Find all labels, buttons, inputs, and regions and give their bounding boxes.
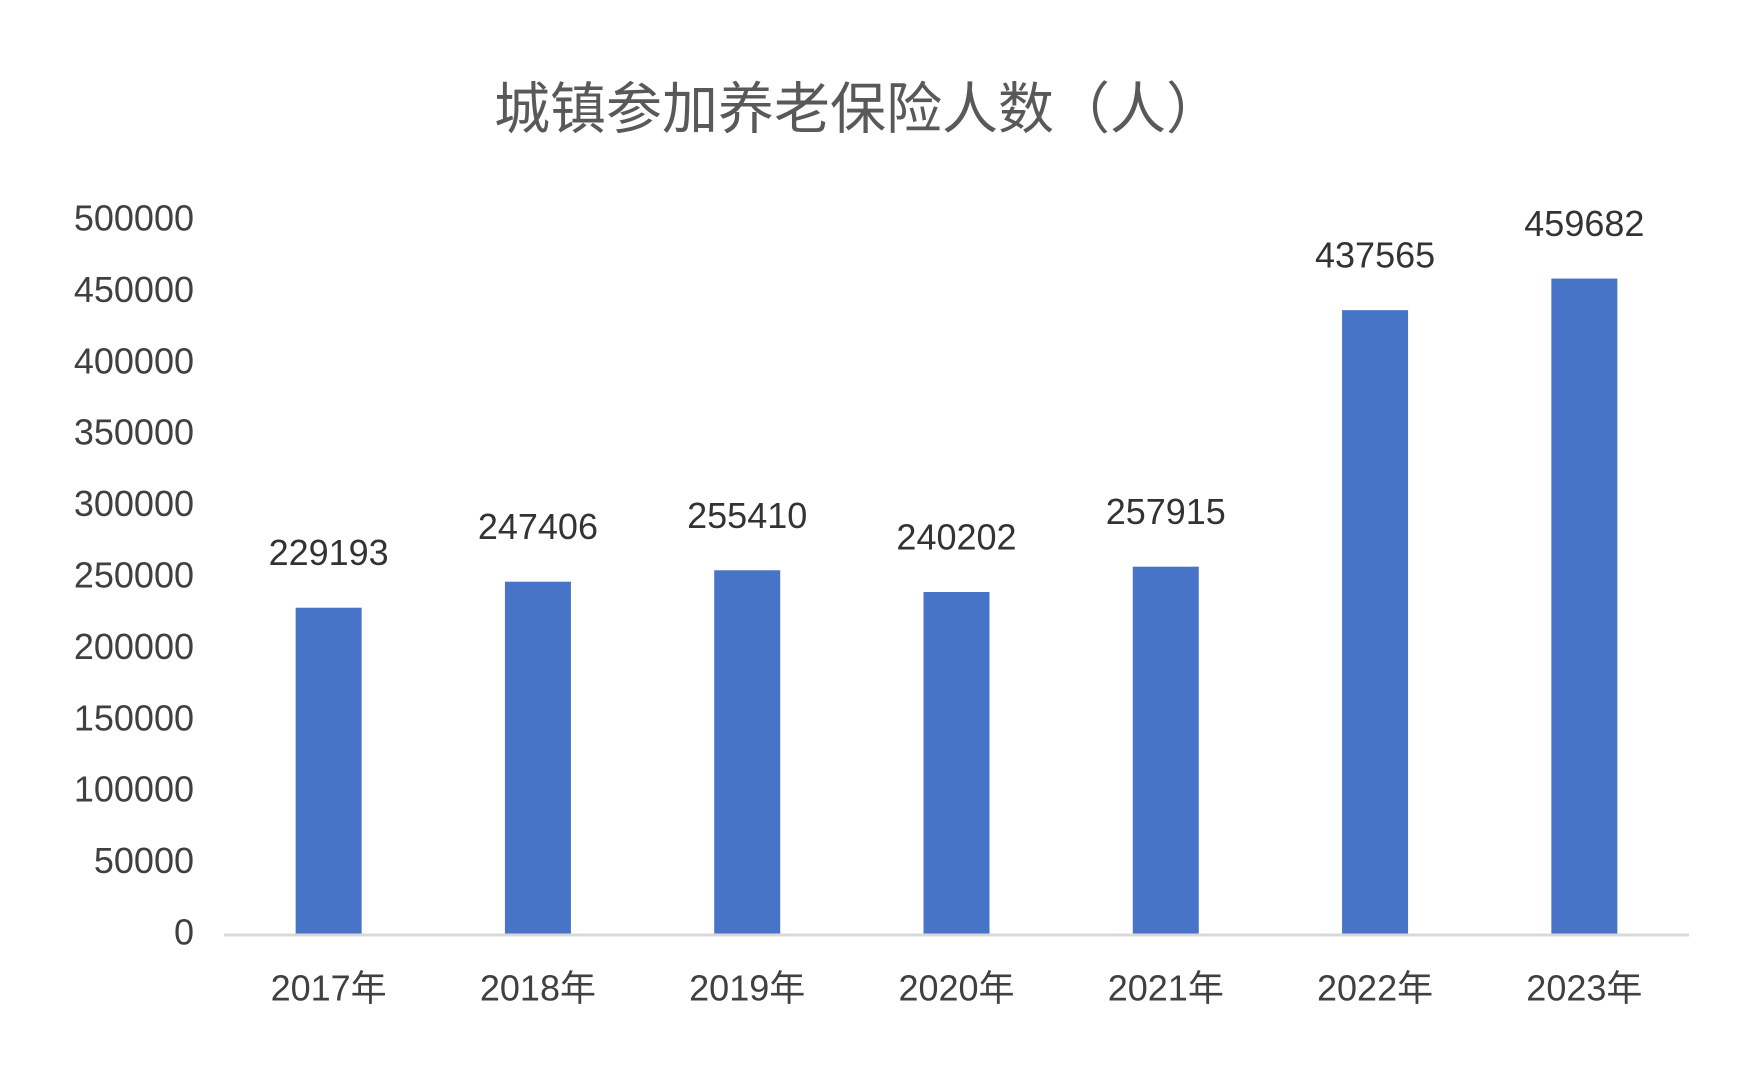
bar	[1551, 278, 1618, 935]
data-label: 240202	[896, 517, 1016, 558]
x-tick-label: 2023年	[1526, 968, 1642, 1009]
data-label: 459682	[1524, 203, 1644, 244]
y-tick-label: 0	[174, 912, 194, 953]
x-tick-label: 2022年	[1317, 968, 1433, 1009]
y-tick-label: 150000	[74, 697, 194, 738]
x-tick-label: 2019年	[689, 968, 805, 1009]
x-tick-label: 2020年	[898, 968, 1014, 1009]
y-tick-label: 350000	[74, 412, 194, 453]
x-tick-label: 2017年	[271, 968, 387, 1009]
y-tick-label: 500000	[74, 198, 194, 239]
y-tick-label: 300000	[74, 483, 194, 524]
bar	[1342, 310, 1409, 935]
data-label: 437565	[1315, 235, 1435, 276]
bar	[504, 581, 571, 935]
bar	[923, 591, 990, 935]
data-label: 229193	[269, 532, 389, 573]
data-label: 247406	[478, 506, 598, 547]
bar	[714, 570, 781, 935]
y-tick-label: 450000	[74, 269, 194, 310]
data-label: 257915	[1106, 491, 1226, 532]
y-tick-label: 100000	[74, 769, 194, 810]
bar	[1132, 566, 1199, 935]
chart-title: 城镇参加养老保险人数（人）	[494, 78, 1222, 143]
data-label: 255410	[687, 495, 807, 536]
x-tick-label: 2021年	[1108, 968, 1224, 1009]
y-tick-label: 50000	[94, 840, 194, 881]
x-tick-label: 2018年	[480, 968, 596, 1009]
y-tick-label: 400000	[74, 340, 194, 381]
bar	[295, 607, 362, 935]
y-tick-label: 200000	[74, 626, 194, 667]
y-tick-label: 250000	[74, 555, 194, 596]
